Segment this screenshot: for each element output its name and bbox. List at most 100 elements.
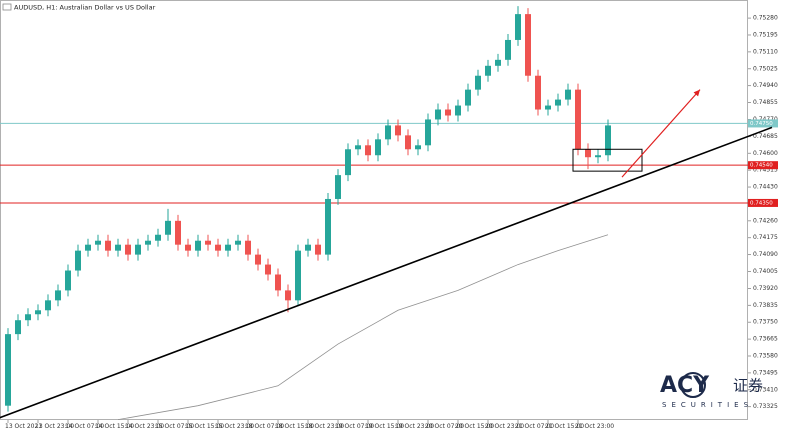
y-tick-label: 0.75025: [753, 65, 778, 72]
price-label: 0.74540: [750, 163, 773, 169]
price-label: 0.74750: [750, 121, 773, 127]
candle-body: [385, 125, 391, 140]
candle-body: [45, 300, 51, 311]
x-tick-label: 21 Oct 23:00: [575, 423, 614, 430]
candle-body: [55, 290, 61, 301]
x-tick-label: 21 Oct 07:00: [515, 423, 554, 430]
candle-body: [425, 119, 431, 146]
candle-body: [275, 274, 281, 291]
candle-body: [365, 145, 371, 156]
y-tick-label: 0.74430: [753, 184, 778, 191]
candle-body: [35, 310, 41, 315]
candle-body: [435, 109, 441, 120]
arrow-head: [693, 89, 700, 97]
x-tick-label: 13 Oct 23:00: [35, 423, 74, 430]
candle-body: [355, 145, 361, 150]
x-tick-label: 19 Oct 23:00: [395, 423, 434, 430]
candle-body: [305, 244, 311, 251]
x-tick-label: 19 Oct 07:00: [335, 423, 374, 430]
candle-body: [475, 75, 481, 90]
candle-body: [395, 125, 401, 136]
candle-body: [175, 220, 181, 245]
moving-average: [117, 234, 609, 420]
x-tick-label: 15 Oct 15:00: [185, 423, 224, 430]
y-tick-label: 0.74855: [753, 99, 778, 106]
chart-title: AUDUSD, H1: Australian Dollar vs US Doll…: [14, 4, 156, 12]
y-tick-label: 0.73495: [753, 369, 778, 376]
candle-body: [555, 99, 561, 106]
candle-body: [405, 135, 411, 150]
brand-sub: SECURITIES: [662, 401, 753, 409]
chart-icon: [2, 3, 12, 11]
candle-body: [465, 89, 471, 106]
y-tick-label: 0.74685: [753, 133, 778, 140]
candle-body: [415, 145, 421, 150]
x-tick-label: 15 Oct 07:00: [155, 423, 194, 430]
candle-body: [75, 250, 81, 271]
candle-body: [515, 14, 521, 40]
y-tick-label: 0.74005: [753, 268, 778, 275]
candle-body: [495, 59, 501, 66]
y-tick-label: 0.73835: [753, 302, 778, 309]
candle-body: [135, 244, 141, 255]
candle-body: [115, 244, 121, 251]
candle-body: [5, 334, 11, 406]
candle-body: [125, 244, 131, 255]
candle-body: [325, 198, 331, 255]
candle-body: [335, 175, 341, 199]
candle-body: [215, 244, 221, 251]
x-tick-label: 14 Oct 23:00: [125, 423, 164, 430]
candle-body: [265, 264, 271, 275]
y-tick-label: 0.75110: [753, 48, 778, 55]
candle-body: [595, 155, 601, 158]
candle-body: [505, 39, 511, 60]
candle-body: [65, 270, 71, 291]
trendline: [0, 126, 773, 419]
candle-body: [545, 105, 551, 110]
candle-body: [225, 244, 231, 251]
candle-body: [585, 149, 591, 158]
y-tick-label: 0.74090: [753, 251, 778, 258]
x-tick-label: 18 Oct 07:00: [245, 423, 284, 430]
candle-body: [255, 254, 261, 265]
brand-chinese: 证券: [733, 377, 763, 395]
y-tick-label: 0.74260: [753, 217, 778, 224]
candle-body: [95, 240, 101, 245]
y-tick-label: 0.73325: [753, 403, 778, 410]
candle-body: [245, 240, 251, 255]
watermark: ACY 证券 SECURITIES: [660, 372, 763, 409]
candle-body: [165, 220, 171, 235]
candle-body: [195, 240, 201, 251]
x-tick-label: 19 Oct 15:00: [365, 423, 404, 430]
candle-body: [315, 244, 321, 255]
x-tick-label: 14 Oct 15:00: [95, 423, 134, 430]
y-tick-label: 0.73750: [753, 319, 778, 326]
y-tick-label: 0.75280: [753, 15, 778, 22]
candle-body: [285, 290, 291, 301]
arrow: [621, 89, 701, 178]
candle-body: [445, 109, 451, 116]
y-tick-label: 0.74515: [753, 167, 778, 174]
candle-body: [145, 240, 151, 245]
logo-ring: [680, 372, 706, 398]
plot-frame: [0, 0, 748, 420]
candle-body: [205, 240, 211, 245]
y-tick-label: 0.75195: [753, 31, 778, 38]
x-tick-label: 21 Oct 15:00: [545, 423, 584, 430]
y-tick-label: 0.73665: [753, 336, 778, 343]
y-tick-label: 0.74940: [753, 82, 778, 89]
candle-body: [15, 320, 21, 335]
candle-body: [105, 240, 111, 251]
annotation-box: [572, 148, 643, 172]
candle-body: [605, 125, 611, 156]
y-tick-label: 0.73580: [753, 352, 778, 359]
candle-body: [455, 105, 461, 116]
candle-body: [235, 240, 241, 245]
x-tick-label: 15 Oct 23:00: [215, 423, 254, 430]
price-label-box: [748, 198, 778, 207]
price-label-box: [748, 161, 778, 170]
x-tick-label: 13 Oct 2021: [5, 423, 42, 430]
candle-body: [375, 139, 381, 156]
